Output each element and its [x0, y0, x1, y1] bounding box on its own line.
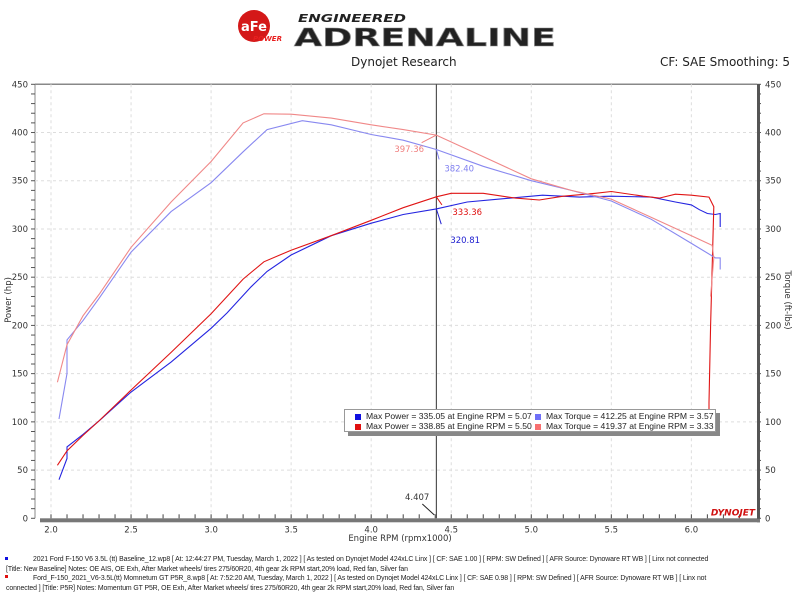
legend-text: Max Torque = 412.25 at Engine RPM = 3.57	[546, 411, 714, 421]
cursor-value-arrow	[435, 149, 440, 160]
cursor-value-label: 382.40	[444, 164, 474, 174]
legend: Max Power = 335.05 at Engine RPM = 5.07 …	[344, 409, 716, 432]
cursor-arrow	[422, 503, 435, 516]
y-tick-label-right: 150	[765, 370, 781, 380]
y-tick-label-right: 400	[765, 129, 781, 139]
y-tick-label-right: 350	[765, 177, 781, 187]
legend-swatch	[355, 423, 361, 430]
y-tick-label-right: 200	[765, 321, 781, 331]
y-tick-label-right: 300	[765, 225, 781, 235]
cursor-rpm-label: 4.407	[405, 493, 429, 503]
chart-title: Dynojet Research	[351, 55, 457, 69]
run-2-notes: connected ] [Title: P5R] Notes: Momentum…	[6, 585, 455, 592]
run-1-notes: [Title: New Baseline] Notes: OE AIS, OE …	[6, 566, 408, 573]
legend-text: Max Power = 338.85 at Engine RPM = 5.50	[366, 421, 532, 431]
svg-text:aFe: aFe	[241, 20, 267, 35]
x-tick-label: 4.0	[364, 525, 378, 535]
cursor-value-label: 320.81	[450, 236, 480, 246]
y-tick-label-left: 200	[12, 321, 28, 331]
svg-text:ADRENALINE: ADRENALINE	[294, 23, 556, 50]
bottom-axis-bar	[40, 518, 760, 523]
cursor-value-label: 333.36	[452, 208, 482, 218]
svg-text:POWER: POWER	[253, 35, 282, 43]
y-tick-label-right: 450	[765, 80, 781, 90]
series-line-power-baseline	[58, 194, 721, 480]
y-tick-label-left: 400	[12, 129, 28, 139]
cursor-value-arrow	[421, 134, 437, 144]
legend-item: Max Torque = 412.25 at Engine RPM = 3.57	[535, 411, 714, 421]
settings-label: CF: SAE Smoothing: 5	[660, 55, 791, 69]
y-tick-label-left: 100	[12, 418, 28, 428]
x-tick-label: 3.5	[284, 525, 298, 535]
run-2-info: Ford_F-150_2021_V6-3.5L(tt) Momnetum GT …	[33, 575, 707, 582]
series-line-torque-p5r	[56, 113, 715, 383]
y-tick-label-right: 250	[765, 273, 781, 283]
legend-item: Max Torque = 419.37 at Engine RPM = 3.33	[535, 421, 714, 431]
x-tick-label: 5.0	[525, 525, 539, 535]
x-tick-label: 6.0	[685, 525, 699, 535]
run-color-marker	[5, 575, 8, 578]
x-tick-label: 2.0	[44, 525, 58, 535]
x-axis-title: Engine RPM (rpmx1000)	[348, 534, 451, 544]
y-axis-title-left: Power (hp)	[4, 277, 14, 323]
y-tick-label-left: 300	[12, 225, 28, 235]
right-axis-bar	[757, 84, 760, 523]
x-tick-label: 5.5	[605, 525, 619, 535]
run-color-marker	[5, 557, 8, 560]
cursor-value-arrow	[435, 196, 443, 206]
dynojet-watermark: DYNOJET	[711, 508, 756, 518]
y-tick-label-left: 50	[17, 466, 28, 476]
afe-adrenaline-logo: aFe POWER ENGINEERED ADRENALINE	[238, 10, 556, 50]
y-tick-label-right: 0	[765, 514, 770, 524]
legend-text: Max Torque = 419.37 at Engine RPM = 3.33	[546, 421, 714, 431]
dyno-chart: 0 0 50 50 100 100 150 150 200 200 250 250 300 300 350 3…	[4, 80, 792, 544]
y-tick-label-left: 450	[12, 80, 28, 90]
y-tick-label-left: 0	[23, 514, 28, 524]
x-tick-label: 3.0	[204, 525, 218, 535]
series-line-power-p5r	[56, 190, 715, 466]
y-tick-label-left: 350	[12, 177, 28, 187]
x-tick-label: 2.5	[124, 525, 138, 535]
y-tick-label-left: 150	[12, 370, 28, 380]
legend-text: Max Power = 335.05 at Engine RPM = 5.07	[366, 411, 532, 421]
x-tick-label: 4.5	[444, 525, 458, 535]
legend-item: Max Power = 338.85 at Engine RPM = 5.50	[355, 421, 532, 431]
legend-swatch	[535, 413, 541, 420]
cursor-value-arrow	[435, 208, 442, 225]
series-line-torque-baseline	[58, 120, 721, 420]
y-axis-title-right: Torque (ft-lbs)	[782, 269, 792, 329]
legend-swatch	[535, 423, 541, 430]
cursor-value-label: 397.36	[394, 145, 424, 155]
run-1-info: 2021 Ford F-150 V6 3.5L (tt) Baseline_12…	[33, 556, 709, 563]
y-tick-label-right: 100	[765, 418, 781, 428]
svg-text:ENGINEERED: ENGINEERED	[298, 12, 406, 25]
legend-swatch	[355, 413, 361, 420]
y-tick-label-right: 50	[765, 466, 776, 476]
y-tick-label-left: 250	[12, 273, 28, 283]
legend-item: Max Power = 335.05 at Engine RPM = 5.07	[355, 411, 532, 421]
